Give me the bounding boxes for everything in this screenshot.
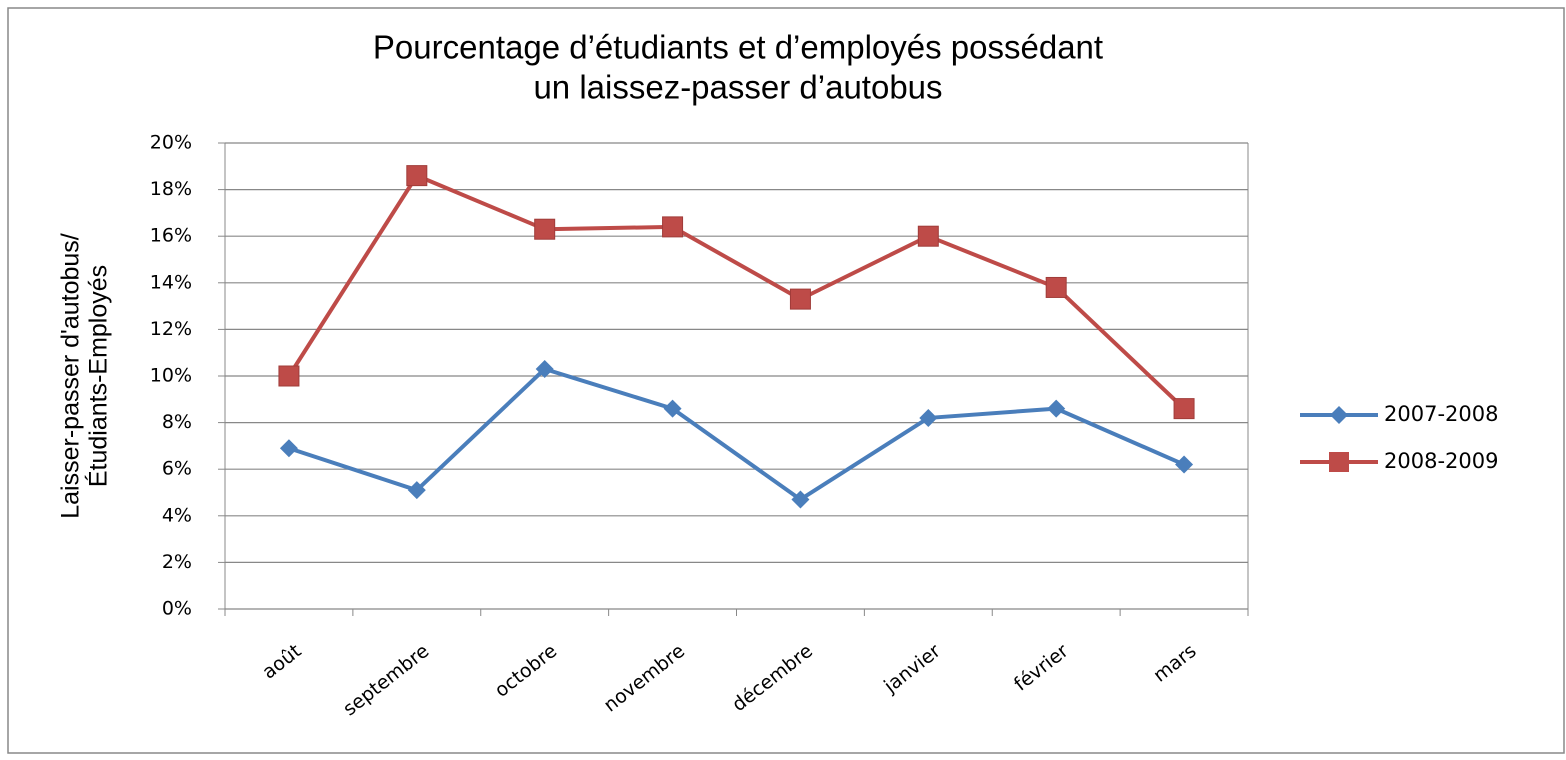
- marker: [278, 365, 300, 387]
- series-line: [287, 173, 1186, 411]
- marker: [534, 218, 556, 240]
- series-line: [288, 367, 1185, 502]
- marker: [406, 165, 428, 187]
- y-tick-label: 20%: [150, 132, 192, 154]
- marker: [1047, 399, 1066, 418]
- y-tick-label: 2%: [162, 551, 192, 573]
- chart-title: un laissez-passer d’autobus: [533, 69, 942, 106]
- marker: [791, 490, 810, 509]
- marker: [407, 481, 426, 500]
- y-tick-label: 12%: [150, 318, 192, 340]
- y-tick-label: 0%: [162, 598, 192, 620]
- marker: [1045, 276, 1067, 298]
- y-tick-label: 4%: [162, 504, 192, 526]
- marker: [919, 408, 938, 427]
- y-axis-title-line: Laisser-passer d'autobus/: [57, 233, 85, 519]
- marker: [917, 225, 939, 247]
- marker: [279, 439, 298, 458]
- y-axis-title-line: Étudiants-Employés: [84, 265, 113, 487]
- chart-title: Pourcentage d’étudiants et d’employés po…: [373, 29, 1103, 66]
- marker: [662, 216, 684, 238]
- y-axis-title: Laisser-passer d'autobus/ Étudiants-Empl…: [57, 233, 113, 519]
- marker: [535, 360, 554, 379]
- marker: [1173, 398, 1195, 420]
- legend-marker: [1329, 452, 1349, 472]
- legend-marker: [1330, 406, 1348, 424]
- chart-border: [7, 7, 1565, 754]
- y-tick-label: 8%: [162, 411, 192, 433]
- legend-label: 2008-2009: [1384, 449, 1498, 473]
- legend-label: 2007-2008: [1384, 402, 1498, 426]
- marker: [663, 399, 682, 418]
- y-tick-label: 14%: [150, 271, 192, 293]
- marker: [1175, 455, 1194, 474]
- y-tick-label: 6%: [162, 458, 192, 480]
- marker: [789, 288, 811, 310]
- y-tick-label: 16%: [150, 225, 192, 247]
- y-tick-label: 10%: [150, 365, 192, 387]
- y-tick-label: 18%: [150, 178, 192, 200]
